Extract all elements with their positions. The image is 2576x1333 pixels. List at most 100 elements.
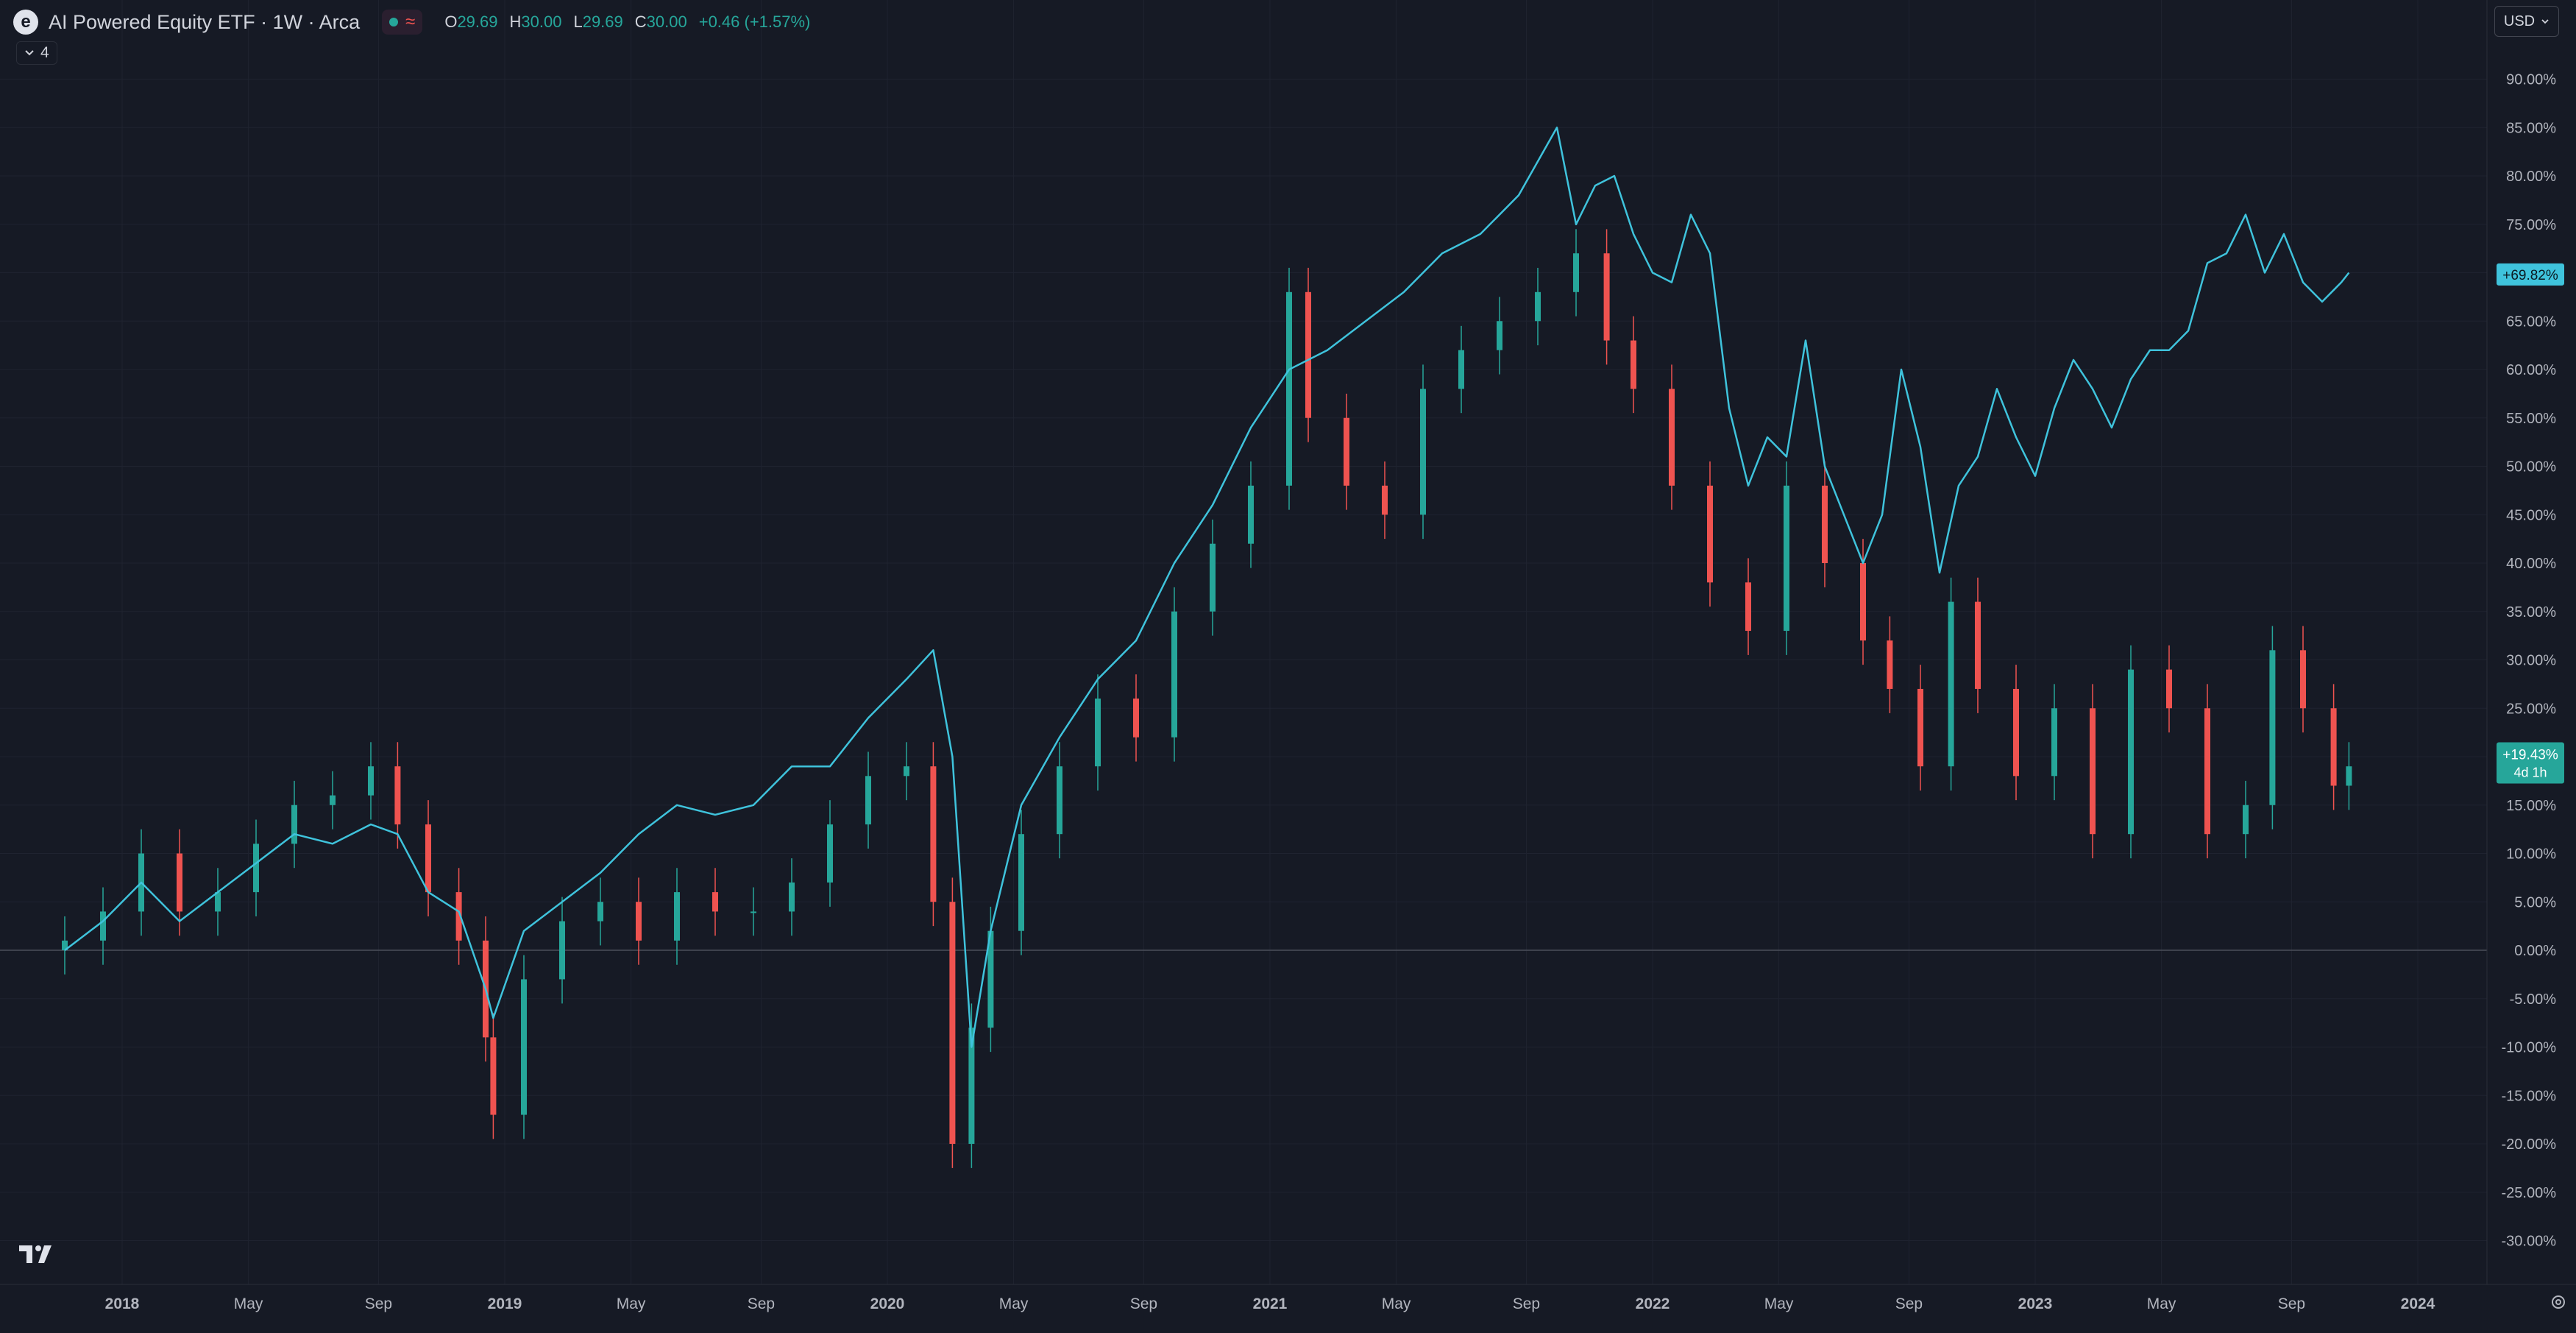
candle-body[interactable] (1887, 640, 1893, 689)
candle-body[interactable] (1210, 543, 1216, 612)
x-tick-label: Sep (1895, 1295, 1923, 1312)
x-tick-label: Sep (1130, 1295, 1157, 1312)
market-status[interactable]: ≈ (382, 10, 423, 35)
candle-body[interactable] (1057, 766, 1062, 835)
chevron-down-icon (2541, 19, 2549, 24)
y-tick-label: -25.00% (2502, 1185, 2557, 1201)
candle-body[interactable] (177, 853, 182, 912)
currency-select[interactable]: USD (2494, 6, 2559, 37)
candle-body[interactable] (2204, 708, 2210, 835)
candle-body[interactable] (425, 824, 431, 893)
candle-body[interactable] (712, 892, 718, 912)
candle-body[interactable] (1133, 699, 1139, 738)
x-tick-label: May (999, 1295, 1029, 1312)
settings-gear-icon[interactable] (2549, 1293, 2568, 1312)
x-tick-label: 2018 (105, 1295, 140, 1312)
x-tick-label: May (234, 1295, 263, 1312)
candle-body[interactable] (1171, 611, 1177, 738)
candle-body[interactable] (2051, 708, 2057, 777)
y-tick-label: -15.00% (2502, 1088, 2557, 1104)
candle-body[interactable] (2269, 650, 2276, 805)
candle-body[interactable] (559, 921, 565, 980)
candle-body[interactable] (2166, 669, 2172, 709)
candle-body[interactable] (1948, 601, 1954, 767)
candle-body[interactable] (1018, 834, 1024, 931)
candle-body[interactable] (674, 892, 680, 941)
candle-body[interactable] (1822, 485, 1828, 563)
candle-body[interactable] (597, 902, 603, 922)
candle-body[interactable] (2243, 805, 2249, 835)
candle-body[interactable] (490, 1037, 497, 1115)
y-tick-label: 50.00% (2506, 459, 2556, 475)
candle-body[interactable] (291, 805, 297, 844)
candle-body[interactable] (968, 1028, 975, 1144)
logo-letter: e (21, 12, 31, 32)
candle-body[interactable] (1497, 321, 1502, 350)
candle-body[interactable] (1286, 291, 1292, 486)
candle-body[interactable] (368, 766, 374, 796)
x-tick-label: 2020 (870, 1295, 905, 1312)
candle-body[interactable] (1248, 485, 1254, 544)
candle-body[interactable] (1603, 253, 1610, 341)
candle-body[interactable] (62, 940, 68, 950)
candle-body[interactable] (455, 892, 462, 941)
candle-body[interactable] (789, 882, 795, 912)
y-tick-label: 40.00% (2506, 556, 2556, 572)
x-tick-label: Sep (2278, 1295, 2305, 1312)
symbol-title[interactable]: AI Powered Equity ETF · 1W · Arca (49, 10, 361, 33)
candle-body[interactable] (2300, 650, 2306, 709)
candle-body[interactable] (1860, 563, 1866, 641)
candle-body[interactable] (1917, 688, 1923, 767)
candle-body[interactable] (1344, 417, 1349, 486)
candle-body[interactable] (1535, 291, 1541, 322)
candle-body[interactable] (1095, 699, 1101, 767)
candle-body[interactable] (1975, 601, 1981, 689)
y-tick-label: -5.00% (2510, 991, 2557, 1008)
candle-body[interactable] (1382, 485, 1388, 515)
candle-body[interactable] (1458, 350, 1464, 389)
candle-body[interactable] (987, 930, 994, 1028)
candle-body[interactable] (827, 824, 833, 883)
candle-body[interactable] (1669, 389, 1675, 486)
candle-body[interactable] (330, 795, 336, 805)
y-tick-label: 80.00% (2506, 169, 2556, 185)
candle-body[interactable] (1784, 485, 1789, 632)
price-change: +0.46 (+1.57%) (698, 13, 811, 31)
comparison-series-line[interactable] (64, 127, 2350, 1048)
candle-body[interactable] (904, 766, 909, 777)
candle-body[interactable] (1305, 291, 1311, 418)
candle-body[interactable] (1745, 582, 1751, 632)
y-tick-label: -30.00% (2502, 1234, 2557, 1250)
candle-body[interactable] (253, 844, 259, 893)
ohlc-high: H30.00 (509, 13, 562, 31)
candle-body[interactable] (2346, 766, 2352, 786)
candle-body[interactable] (100, 911, 106, 941)
candle-body[interactable] (930, 766, 937, 902)
candle-body[interactable] (1573, 253, 1579, 292)
candle-body[interactable] (751, 911, 756, 913)
candle-body[interactable] (865, 776, 871, 825)
candle-body[interactable] (949, 902, 956, 1144)
x-tick-label: May (2147, 1295, 2176, 1312)
candle-body[interactable] (636, 902, 642, 941)
x-tick-label: 2019 (488, 1295, 522, 1312)
candle-body[interactable] (2090, 708, 2096, 835)
tradingview-logo-icon[interactable] (19, 1242, 62, 1266)
indicators-toggle-button[interactable]: 4 (16, 41, 57, 65)
symbol-logo-icon[interactable]: e (13, 10, 38, 35)
candle-body[interactable] (1707, 485, 1713, 583)
candle-body[interactable] (521, 979, 527, 1115)
candle-body[interactable] (215, 892, 221, 912)
y-tick-label: 60.00% (2506, 362, 2556, 378)
candle-body[interactable] (394, 766, 401, 825)
candle-body[interactable] (2330, 708, 2337, 786)
x-tick-label: May (617, 1295, 646, 1312)
y-tick-label: 85.00% (2506, 120, 2556, 136)
candle-body[interactable] (2128, 669, 2134, 835)
candle-body[interactable] (2013, 688, 2019, 777)
candle-body[interactable] (1631, 340, 1636, 389)
y-tick-label: 10.00% (2506, 846, 2556, 863)
candle-body[interactable] (1420, 389, 1426, 515)
